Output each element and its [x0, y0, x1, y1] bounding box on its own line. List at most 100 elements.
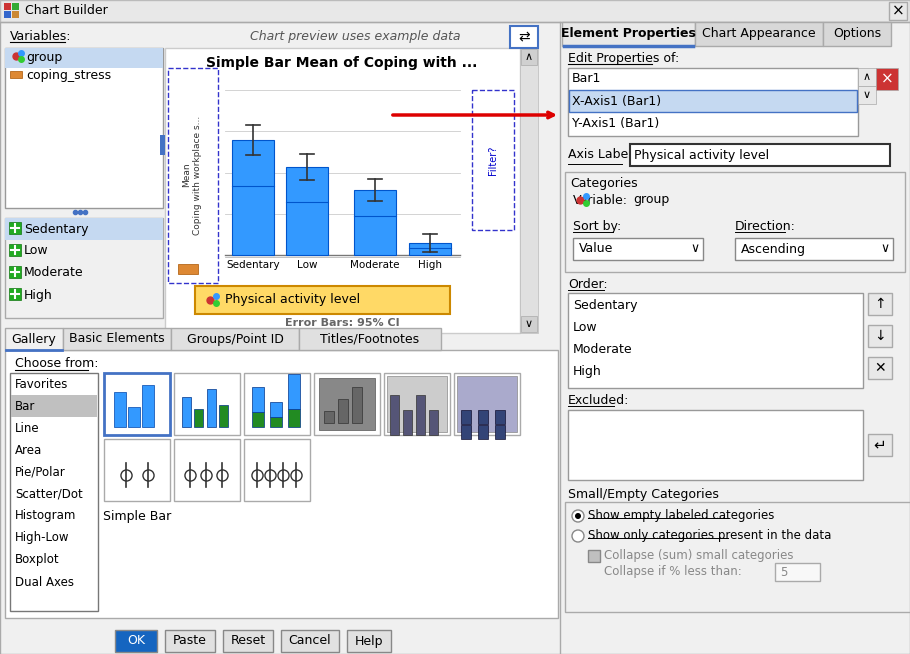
- Text: Area: Area: [15, 443, 42, 456]
- Text: Simple Bar: Simple Bar: [103, 510, 171, 523]
- Bar: [735, 238, 893, 260]
- Bar: [0, 0, 910, 22]
- Bar: [521, 316, 537, 332]
- Text: Low: Low: [24, 245, 48, 258]
- Text: Sedentary: Sedentary: [227, 260, 279, 270]
- Bar: [4, 3, 11, 10]
- Bar: [387, 376, 447, 432]
- Text: High: High: [573, 365, 602, 378]
- Text: X-Axis1 (Bar1): X-Axis1 (Bar1): [572, 94, 662, 107]
- Text: Y-Axis1 (Bar1): Y-Axis1 (Bar1): [572, 116, 659, 129]
- Bar: [695, 22, 823, 46]
- Text: Element Properties: Element Properties: [561, 27, 695, 41]
- Bar: [457, 376, 517, 432]
- Text: Sedentary: Sedentary: [573, 299, 638, 312]
- Bar: [495, 425, 505, 439]
- Bar: [868, 293, 892, 315]
- Bar: [171, 328, 299, 350]
- Text: Pie/Polar: Pie/Polar: [15, 466, 66, 479]
- Bar: [219, 405, 228, 427]
- Text: coping_stress: coping_stress: [26, 69, 111, 82]
- Text: Sedentary: Sedentary: [24, 222, 88, 235]
- Bar: [416, 395, 425, 435]
- Bar: [128, 407, 140, 427]
- Bar: [194, 409, 203, 427]
- Text: Show empty labeled categories: Show empty labeled categories: [588, 509, 774, 523]
- Bar: [5, 328, 63, 350]
- Bar: [286, 167, 328, 255]
- Text: ×: ×: [881, 71, 894, 86]
- Bar: [232, 140, 274, 255]
- Bar: [478, 410, 488, 424]
- Bar: [244, 439, 310, 501]
- Bar: [630, 144, 890, 166]
- Bar: [319, 378, 375, 430]
- Bar: [521, 49, 537, 65]
- Bar: [252, 412, 264, 427]
- Text: Cancel: Cancel: [288, 634, 331, 647]
- Bar: [288, 409, 300, 427]
- Bar: [876, 68, 898, 90]
- Bar: [338, 399, 348, 423]
- Text: Ascending: Ascending: [741, 243, 806, 256]
- Bar: [454, 373, 520, 435]
- Bar: [573, 238, 703, 260]
- Bar: [5, 218, 163, 240]
- Text: Value: Value: [579, 243, 613, 256]
- Text: Titles/Footnotes: Titles/Footnotes: [320, 332, 420, 345]
- Bar: [858, 68, 876, 86]
- Bar: [168, 68, 218, 283]
- Text: Line: Line: [15, 421, 40, 434]
- Text: Paste: Paste: [173, 634, 207, 647]
- Bar: [281, 630, 339, 652]
- Text: Scatter/Dot: Scatter/Dot: [15, 487, 83, 500]
- Text: ⇄: ⇄: [518, 30, 530, 44]
- Bar: [10, 71, 22, 78]
- Bar: [429, 410, 438, 435]
- Bar: [858, 86, 876, 104]
- Text: OK: OK: [127, 634, 145, 647]
- Bar: [384, 373, 450, 435]
- Text: Bar1: Bar1: [572, 73, 602, 86]
- Text: 5: 5: [780, 566, 787, 579]
- Text: ↵: ↵: [874, 438, 886, 453]
- Bar: [568, 293, 863, 388]
- Text: Favorites: Favorites: [15, 377, 68, 390]
- Text: High-Low: High-Low: [15, 532, 69, 545]
- Text: group: group: [26, 52, 62, 65]
- Text: Basic Elements: Basic Elements: [69, 332, 165, 345]
- Bar: [174, 373, 240, 435]
- Bar: [495, 410, 505, 424]
- Text: Mean
Coping with workplace s...: Mean Coping with workplace s...: [182, 115, 202, 235]
- Text: ∧: ∧: [525, 52, 533, 62]
- Text: Excluded:: Excluded:: [568, 394, 630, 407]
- Text: Chart Builder: Chart Builder: [25, 5, 107, 18]
- Text: ∨: ∨: [881, 243, 890, 256]
- Text: group: group: [633, 194, 669, 207]
- Bar: [165, 630, 215, 652]
- Bar: [9, 222, 21, 234]
- Bar: [472, 90, 514, 230]
- Text: Moderate: Moderate: [573, 343, 632, 356]
- Bar: [244, 373, 310, 435]
- Circle shape: [572, 510, 584, 522]
- Bar: [588, 550, 600, 562]
- Circle shape: [575, 513, 581, 519]
- Bar: [461, 410, 471, 424]
- Text: Chart Appearance: Chart Appearance: [703, 27, 815, 41]
- Bar: [352, 387, 362, 423]
- Bar: [270, 417, 282, 427]
- Text: Dual Axes: Dual Axes: [15, 576, 74, 589]
- Text: Moderate: Moderate: [24, 266, 84, 279]
- Text: Low: Low: [573, 321, 598, 334]
- Text: ∧: ∧: [863, 72, 871, 82]
- Text: Moderate: Moderate: [350, 260, 399, 270]
- Bar: [104, 373, 170, 435]
- Text: ×: ×: [892, 3, 905, 18]
- Text: ✕: ✕: [875, 361, 885, 375]
- Bar: [403, 410, 412, 435]
- Bar: [5, 218, 163, 318]
- Bar: [195, 286, 450, 314]
- Bar: [114, 392, 126, 427]
- Text: Categories: Categories: [570, 177, 638, 190]
